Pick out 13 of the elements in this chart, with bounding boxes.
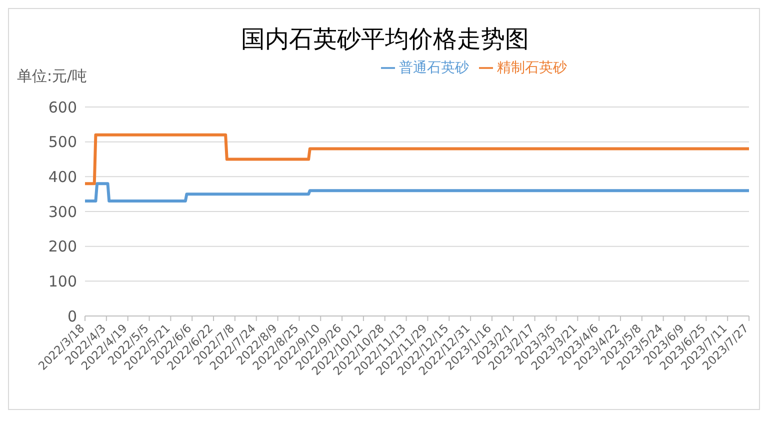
y-tick-label: 500 xyxy=(48,133,77,152)
y-tick-label: 300 xyxy=(48,202,77,221)
line-series xyxy=(85,182,749,203)
y-tick-label: 0 xyxy=(67,307,77,326)
y-tick-label: 200 xyxy=(48,238,77,256)
y-tick-label: 600 xyxy=(48,98,77,116)
chart-title: 国内石英砂平均价格走势图 xyxy=(240,24,530,55)
line-series xyxy=(85,133,749,186)
y-axis-title: 单位:元/吨 xyxy=(17,67,88,86)
legend-label: 精制石英砂 xyxy=(497,60,567,76)
y-tick-label: 400 xyxy=(48,168,77,186)
legend-label: 普通石英砂 xyxy=(399,60,469,76)
y-tick-label: 100 xyxy=(48,272,77,290)
